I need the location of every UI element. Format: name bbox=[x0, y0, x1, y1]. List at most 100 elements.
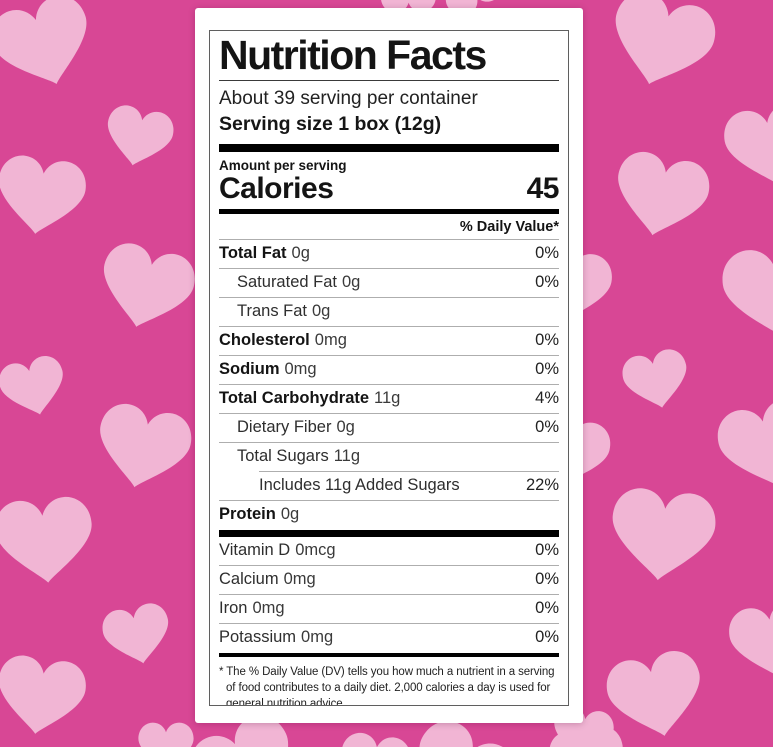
nutrient-name: Calcium bbox=[219, 570, 279, 588]
thick-divider bbox=[219, 144, 559, 152]
nutrient-name: Sodium bbox=[219, 360, 280, 378]
nutrient-amount: 0g bbox=[336, 418, 355, 436]
heart-icon bbox=[711, 393, 773, 499]
row-trans-fat: Trans Fat 0g bbox=[219, 298, 559, 326]
nutrient-amount: 0mg bbox=[284, 360, 317, 378]
daily-value-footnote: * The % Daily Value (DV) tells you how m… bbox=[219, 665, 555, 706]
heart-icon bbox=[100, 102, 177, 173]
divider bbox=[219, 499, 559, 501]
nutrient-dv: 22% bbox=[525, 476, 559, 494]
nutrient-amount: 0mg bbox=[314, 331, 347, 349]
servings-per-container: About 39 serving per container bbox=[219, 87, 478, 109]
divider bbox=[219, 238, 559, 240]
nutrient-amount: 0mg bbox=[252, 599, 285, 617]
nutrition-label: Nutrition Facts About 39 serving per con… bbox=[209, 30, 569, 706]
medium-divider bbox=[219, 208, 559, 214]
divider bbox=[219, 296, 559, 298]
row-total-sugars: Total Sugars 11g bbox=[219, 443, 559, 471]
row-calcium: Calcium 0mg 0% bbox=[219, 566, 559, 594]
calories-row: Calories 45 bbox=[219, 172, 560, 205]
heart-icon bbox=[91, 238, 201, 339]
nutrient-amount: 11g bbox=[333, 447, 361, 465]
nutrient-name: Iron bbox=[219, 599, 248, 617]
nutrient-name: Vitamin D bbox=[219, 541, 291, 559]
row-vitamin-d: Vitamin D 0mcg 0% bbox=[219, 537, 559, 565]
heart-icon bbox=[0, 652, 90, 740]
nutrient-amount: 0mg bbox=[301, 628, 334, 646]
row-potassium: Potassium 0mg 0% bbox=[219, 624, 559, 652]
row-added-sugars: Includes 11g Added Sugars 22% bbox=[219, 472, 559, 500]
amount-per-serving: Amount per serving bbox=[219, 158, 347, 173]
divider bbox=[219, 79, 559, 81]
nutrient-amount: 0mcg bbox=[295, 541, 336, 559]
divider bbox=[219, 564, 559, 566]
nutrient-dv: 0% bbox=[535, 628, 559, 646]
divider bbox=[219, 383, 559, 385]
calories-value: 45 bbox=[526, 172, 560, 205]
nutrient-name: Total Fat bbox=[219, 244, 287, 262]
heart-icon bbox=[99, 600, 176, 671]
heart-icon bbox=[720, 99, 773, 193]
nutrient-dv: 0% bbox=[535, 541, 559, 559]
heart-icon bbox=[600, 0, 722, 99]
row-protein: Protein 0g bbox=[219, 501, 559, 529]
heart-icon bbox=[0, 152, 90, 240]
heart-icon bbox=[601, 646, 711, 746]
nutrient-amount: 0mg bbox=[283, 570, 316, 588]
nutrient-name: Saturated Fat bbox=[237, 273, 337, 291]
heart-icon bbox=[725, 597, 773, 685]
divider bbox=[219, 267, 559, 269]
row-iron: Iron 0mg 0% bbox=[219, 595, 559, 623]
heart-icon bbox=[619, 346, 694, 415]
nutrient-dv: 0% bbox=[535, 570, 559, 588]
nutrition-label-card: Nutrition Facts About 39 serving per con… bbox=[195, 8, 583, 723]
row-total-fat: Total Fat 0g 0% bbox=[219, 240, 559, 268]
label-title: Nutrition Facts bbox=[219, 32, 487, 78]
nutrient-amount: 0g bbox=[341, 273, 361, 291]
nutrient-dv: 4% bbox=[535, 389, 559, 407]
heart-icon bbox=[606, 485, 719, 586]
divider bbox=[219, 412, 559, 414]
divider bbox=[219, 441, 559, 443]
nutrient-dv: 0% bbox=[535, 331, 559, 349]
row-sodium: Sodium 0mg 0% bbox=[219, 356, 559, 384]
row-cholesterol: Cholesterol 0mg 0% bbox=[219, 327, 559, 355]
nutrient-amount: 11g bbox=[374, 389, 401, 407]
divider bbox=[219, 325, 559, 327]
divider bbox=[219, 593, 559, 595]
nutrient-name: Total Carbohydrate bbox=[219, 389, 370, 407]
divider bbox=[219, 622, 559, 624]
nutrient-name: Cholesterol bbox=[219, 331, 310, 349]
calories-label: Calories bbox=[219, 172, 334, 205]
heart-icon bbox=[89, 399, 197, 497]
heart-icon bbox=[607, 147, 715, 245]
nutrient-dv: 0% bbox=[535, 360, 559, 378]
heart-icon bbox=[138, 722, 194, 747]
nutrient-name: Total Sugars bbox=[237, 447, 329, 465]
heart-icon bbox=[0, 0, 103, 99]
row-total-carbohydrate: Total Carbohydrate 11g 4% bbox=[219, 385, 559, 413]
row-dietary-fiber: Dietary Fiber 0g 0% bbox=[219, 414, 559, 442]
nutrient-name: Dietary Fiber bbox=[237, 418, 332, 436]
heart-icon bbox=[718, 239, 773, 346]
divider bbox=[219, 354, 559, 356]
heart-icon bbox=[0, 494, 97, 587]
nutrient-dv: 0% bbox=[535, 418, 559, 436]
nutrient-amount: 0g bbox=[291, 244, 310, 262]
heart-icon bbox=[336, 730, 413, 747]
nutrient-dv: 0% bbox=[535, 599, 559, 617]
nutrient-name: Trans Fat bbox=[237, 302, 307, 320]
heart-icon bbox=[0, 352, 72, 423]
daily-value-header: % Daily Value* bbox=[459, 218, 559, 235]
serving-size: Serving size 1 box (12g) bbox=[219, 112, 442, 135]
nutrient-name: Protein bbox=[219, 505, 276, 523]
medium-divider bbox=[219, 652, 559, 657]
nutrient-dv: 0% bbox=[535, 273, 559, 291]
thick-divider bbox=[219, 529, 559, 537]
nutrient-dv: 0% bbox=[535, 244, 559, 262]
nutrient-amount: 0g bbox=[312, 302, 331, 320]
nutrient-name: Includes 11g Added Sugars bbox=[259, 476, 460, 494]
row-saturated-fat: Saturated Fat 0g 0% bbox=[219, 269, 559, 297]
divider bbox=[259, 470, 559, 472]
